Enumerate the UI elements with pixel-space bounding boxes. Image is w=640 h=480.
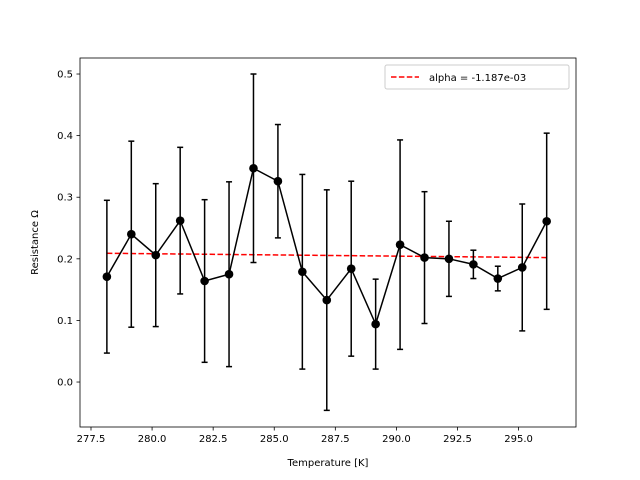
x-tick-label: 277.5 — [77, 434, 106, 445]
y-ticks: 0.0 0.1 0.2 0.3 0.4 0.5 — [57, 70, 80, 389]
data-point — [298, 267, 307, 277]
data-point — [346, 264, 356, 273]
data-point — [493, 274, 503, 283]
x-tick-label: 285.0 — [260, 434, 289, 445]
data-point — [371, 319, 380, 329]
data-point — [322, 295, 332, 305]
data-point — [469, 260, 478, 269]
x-tick-label: 282.5 — [199, 434, 228, 445]
data-point — [273, 176, 283, 186]
data-point — [102, 272, 112, 281]
y-tick-label: 0.1 — [57, 316, 73, 327]
x-tick-label: 292.5 — [443, 434, 472, 445]
legend-fit-label: alpha = -1.187e-03 — [429, 73, 526, 84]
legend: alpha = -1.187e-03 — [384, 64, 570, 90]
y-tick-label: 0.2 — [57, 254, 73, 265]
x-axis-label: Temperature [K] — [287, 458, 369, 469]
x-tick-label: 290.0 — [382, 434, 411, 445]
x-tick-label: 295.0 — [504, 434, 533, 445]
y-tick-label: 0.4 — [57, 131, 73, 142]
data-point — [151, 250, 161, 260]
y-axis-label: Resistance Ω — [30, 210, 41, 275]
data-point — [249, 163, 258, 173]
data-point — [542, 216, 551, 226]
data-point — [127, 229, 136, 239]
data-point — [224, 269, 234, 279]
y-tick-label: 0.5 — [57, 70, 73, 81]
axes-frame — [79, 57, 577, 428]
x-tick-label: 287.5 — [321, 434, 350, 445]
data-point — [420, 253, 429, 262]
data-layer — [102, 73, 551, 412]
data-point — [200, 276, 209, 286]
data-point — [444, 254, 454, 264]
x-tick-label: 280.0 — [138, 434, 167, 445]
y-tick-label: 0.3 — [57, 193, 73, 204]
legend-box — [384, 64, 570, 90]
x-ticks: 277.5 280.0 282.5 285.0 287.5 290.0 292.5 295.0 — [77, 427, 533, 445]
data-point — [517, 263, 527, 272]
data-point — [395, 240, 405, 249]
data-point — [175, 216, 185, 225]
y-tick-label: 0.0 — [57, 378, 73, 389]
